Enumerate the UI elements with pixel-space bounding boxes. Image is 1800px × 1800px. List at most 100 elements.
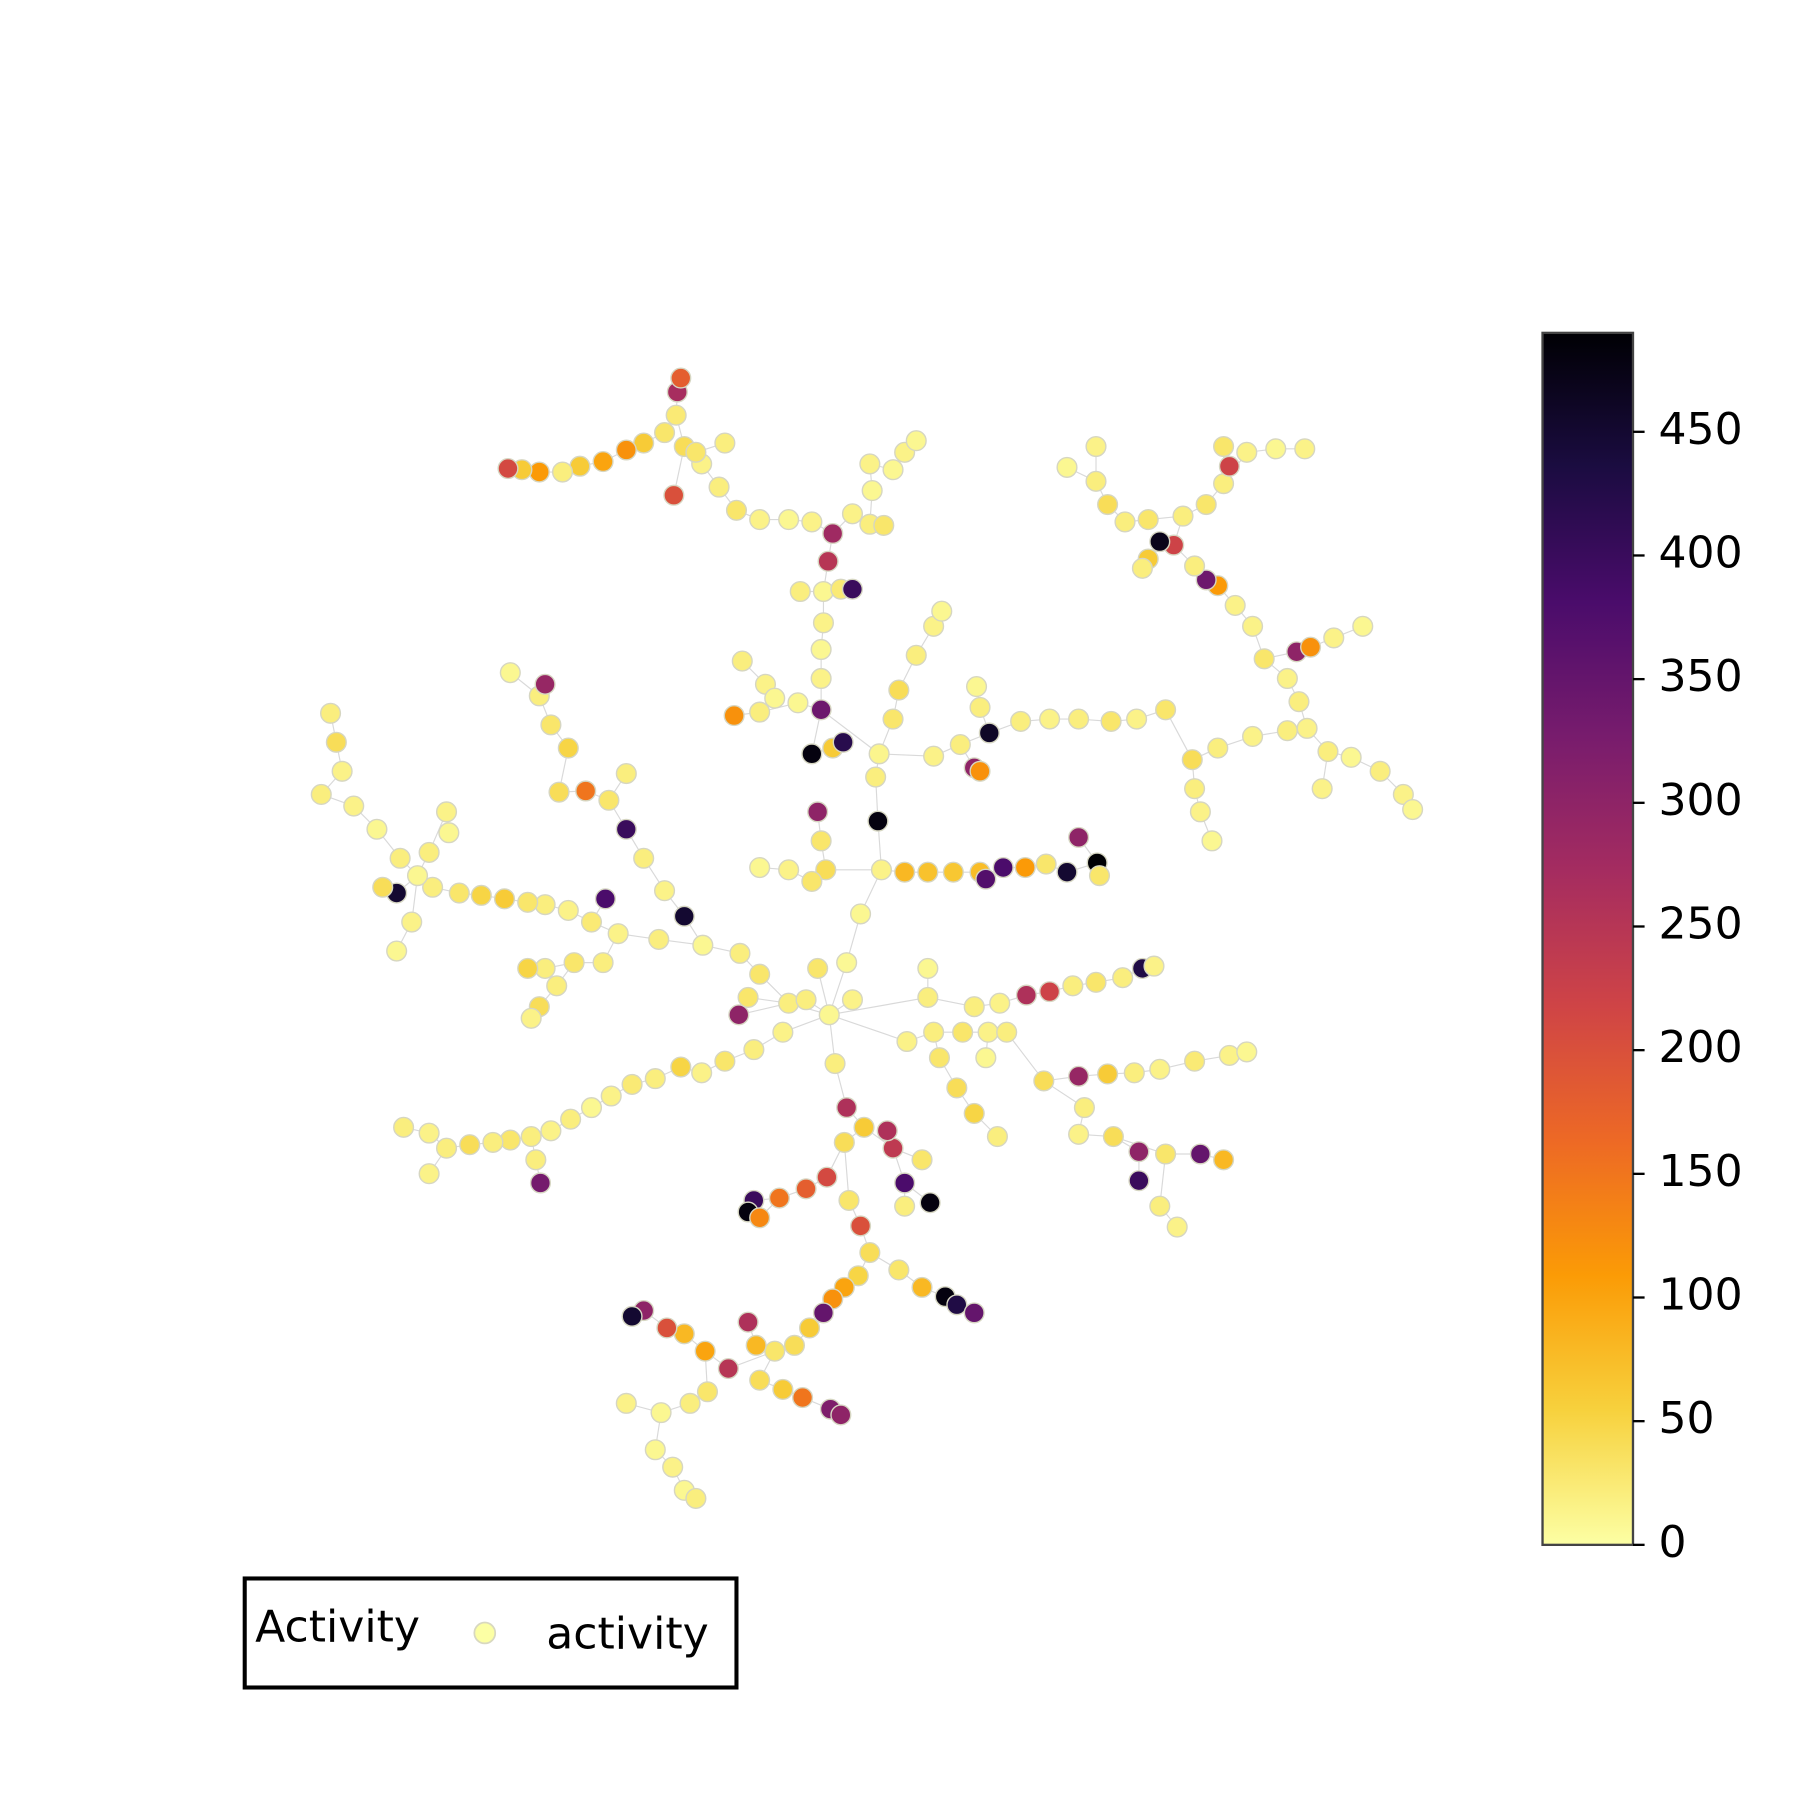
node <box>580 1097 603 1119</box>
node <box>798 1317 821 1339</box>
node <box>1253 648 1275 670</box>
node <box>822 522 844 545</box>
node <box>1207 737 1229 759</box>
node <box>795 989 817 1011</box>
node <box>499 662 521 684</box>
node <box>1242 615 1264 637</box>
node <box>931 600 953 622</box>
node <box>1340 746 1362 768</box>
node <box>749 701 771 723</box>
node <box>691 1062 713 1084</box>
node <box>836 952 858 974</box>
node <box>859 1242 881 1264</box>
node <box>1085 435 1107 458</box>
node <box>663 484 685 506</box>
node <box>310 783 332 806</box>
node <box>575 780 597 802</box>
node <box>615 439 637 461</box>
node <box>942 861 964 883</box>
legend: Activity activity <box>242 1576 739 1690</box>
node <box>1195 493 1217 516</box>
node <box>969 696 991 719</box>
node <box>654 880 676 902</box>
node <box>621 1305 643 1327</box>
node <box>319 702 342 724</box>
node <box>830 1404 852 1426</box>
node <box>1085 470 1107 492</box>
node <box>600 1085 622 1107</box>
node <box>499 1129 521 1151</box>
node <box>343 795 365 817</box>
node <box>560 1108 582 1130</box>
node <box>1056 456 1078 478</box>
node <box>525 1149 547 1171</box>
node <box>832 731 854 753</box>
node <box>919 1192 941 1214</box>
node <box>952 1021 974 1043</box>
node <box>1114 511 1136 533</box>
node <box>865 766 887 788</box>
node <box>621 1073 643 1095</box>
node <box>1392 783 1414 806</box>
node <box>1172 505 1194 527</box>
node <box>816 1166 838 1188</box>
node <box>969 760 991 782</box>
node <box>789 580 811 603</box>
node <box>1195 569 1217 591</box>
colorbar: 0 50 100 150 200 250 300 350 400 450 <box>1541 331 1743 1568</box>
node <box>1184 778 1206 800</box>
legend-marker <box>473 1621 497 1645</box>
node <box>812 612 835 634</box>
node <box>1155 1143 1177 1165</box>
node <box>1010 710 1032 732</box>
node <box>963 1102 985 1124</box>
node <box>896 1030 918 1053</box>
node <box>1100 710 1122 732</box>
node <box>850 903 872 925</box>
node <box>393 1116 415 1138</box>
node <box>662 1456 684 1478</box>
node <box>1242 725 1264 748</box>
node <box>978 722 1000 744</box>
node <box>787 692 809 714</box>
node <box>868 743 890 765</box>
node <box>1015 984 1037 1006</box>
node <box>546 975 568 997</box>
node <box>1276 667 1298 690</box>
node <box>694 1340 716 1362</box>
node <box>401 911 423 933</box>
node <box>841 578 864 600</box>
node <box>861 480 883 502</box>
node <box>888 1259 910 1281</box>
node <box>435 801 458 823</box>
node <box>1155 699 1177 721</box>
node <box>965 676 988 698</box>
node <box>764 1340 786 1362</box>
node <box>592 451 614 473</box>
node <box>1131 557 1153 579</box>
node <box>725 499 748 521</box>
colorbar-tick-label: 100 <box>1659 1270 1743 1321</box>
node <box>580 911 603 933</box>
node <box>1149 1195 1171 1217</box>
node <box>807 957 829 979</box>
node <box>745 1334 767 1356</box>
node <box>946 1077 968 1099</box>
edge <box>829 996 928 1016</box>
node <box>708 476 730 498</box>
node <box>838 1189 860 1211</box>
node <box>594 888 616 910</box>
node <box>801 870 823 892</box>
node <box>996 1021 1018 1043</box>
colorbar-tick-label: 50 <box>1659 1393 1715 1444</box>
node <box>563 952 585 974</box>
colorbar-tick-label: 300 <box>1659 775 1743 826</box>
colorbar-tick-label: 400 <box>1659 527 1743 578</box>
node <box>917 986 939 1008</box>
node <box>778 859 800 881</box>
node <box>1128 1141 1150 1163</box>
node <box>824 1052 846 1075</box>
node <box>853 1116 875 1138</box>
node <box>911 1276 933 1298</box>
